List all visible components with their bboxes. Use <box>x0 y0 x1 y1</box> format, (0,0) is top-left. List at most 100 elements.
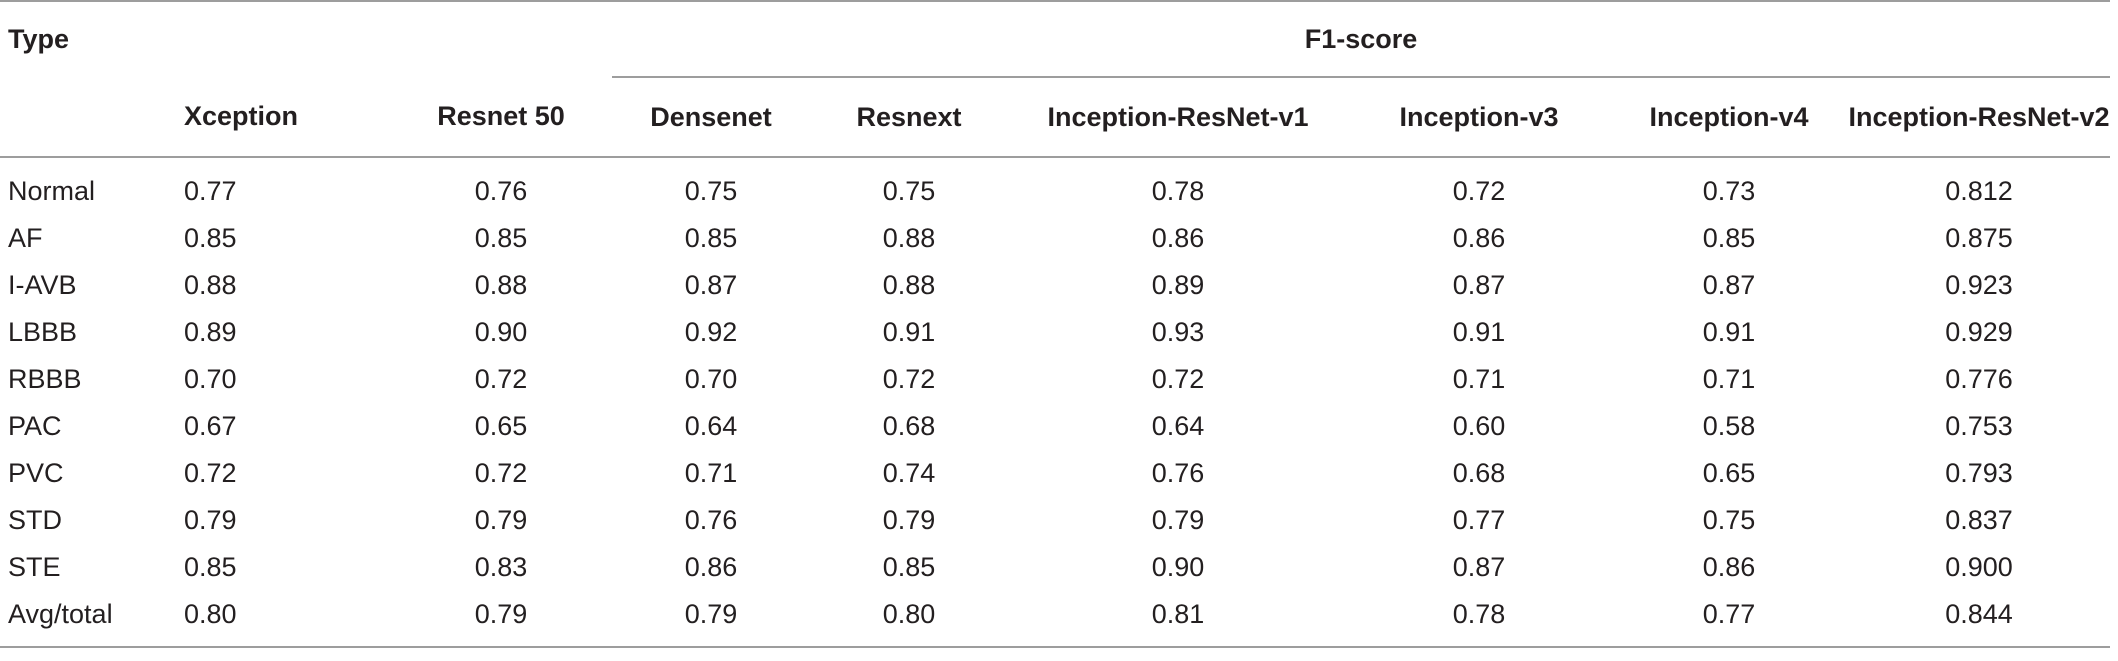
table-row: STD 0.79 0.79 0.76 0.79 0.79 0.77 0.75 0… <box>0 497 2110 544</box>
table-cell: 0.70 <box>684 364 738 394</box>
table-cell: 0.75 <box>882 176 936 206</box>
table-row: I-AVB 0.88 0.88 0.87 0.88 0.89 0.87 0.87… <box>0 262 2110 309</box>
table-cell: 0.65 <box>474 411 528 441</box>
table-cell: 0.74 <box>882 458 936 488</box>
table-cell: 0.87 <box>1702 270 1756 300</box>
table-cell: 0.875 <box>1945 223 2013 253</box>
table-cell: 0.86 <box>1151 223 1205 253</box>
column-header-resnet50: Resnet 50 <box>437 101 565 131</box>
table-cell: 0.87 <box>1452 270 1506 300</box>
table-cell: 0.929 <box>1945 317 2013 347</box>
table-cell: 0.87 <box>684 270 738 300</box>
table-row: PVC 0.72 0.72 0.71 0.74 0.76 0.68 0.65 0… <box>0 450 2110 497</box>
column-header-resnext: Resnext <box>856 101 962 132</box>
table-cell: 0.88 <box>474 270 528 300</box>
type-column-header: Type <box>0 0 180 77</box>
table-cell: 0.67 <box>184 411 237 441</box>
table-cell: 0.72 <box>1151 364 1205 394</box>
column-header-densenet: Densenet <box>650 101 772 132</box>
table-cell: 0.83 <box>474 552 528 582</box>
table-cell: 0.79 <box>474 505 528 535</box>
table-row: RBBB 0.70 0.72 0.70 0.72 0.72 0.71 0.71 … <box>0 356 2110 403</box>
table-cell: 0.71 <box>684 458 738 488</box>
table-cell: 0.87 <box>1452 552 1506 582</box>
table-cell: 0.89 <box>1151 270 1205 300</box>
table-cell: 0.88 <box>882 270 936 300</box>
table-cell: 0.64 <box>1151 411 1205 441</box>
table-cell: 0.86 <box>1702 552 1756 582</box>
table-cell: 0.79 <box>390 591 612 648</box>
table-cell: 0.86 <box>684 552 738 582</box>
table-cell: 0.88 <box>184 270 237 300</box>
table-cell: 0.71 <box>1452 364 1506 394</box>
f1-score-table: Type F1-score Xception Resnet 50 Densene… <box>0 0 2111 648</box>
table-cell: 0.85 <box>474 223 528 253</box>
table-cell: 0.93 <box>1151 317 1205 347</box>
column-header-inception-v4: Inception-v4 <box>1649 101 1809 132</box>
header-row-models: Xception Resnet 50 Densenet Resnext Ince… <box>0 77 2111 157</box>
table-row-total: Avg/total 0.80 0.79 0.79 0.80 0.81 0.78 … <box>0 591 2111 648</box>
header-spacer <box>390 0 612 77</box>
table-cell: 0.76 <box>1151 458 1205 488</box>
table-cell: 0.76 <box>474 176 528 206</box>
table-cell: 0.81 <box>1008 591 1348 648</box>
table-cell: 0.844 <box>1848 591 2111 648</box>
table-cell: 0.60 <box>1452 411 1506 441</box>
table-cell: 0.72 <box>474 364 528 394</box>
table-cell: 0.79 <box>1151 505 1205 535</box>
table-row: STE 0.85 0.83 0.86 0.85 0.90 0.87 0.86 0… <box>0 544 2110 591</box>
table-cell: 0.78 <box>1348 591 1610 648</box>
table-cell: 0.79 <box>184 505 237 535</box>
table-cell: 0.77 <box>1610 591 1848 648</box>
table-cell: 0.837 <box>1945 505 2013 535</box>
table-cell: 0.753 <box>1945 411 2013 441</box>
table-cell: 0.85 <box>1702 223 1756 253</box>
table-cell: 0.72 <box>1452 176 1506 206</box>
table-cell: 0.85 <box>882 552 936 582</box>
table-row: LBBB 0.89 0.90 0.92 0.91 0.93 0.91 0.91 … <box>0 309 2110 356</box>
table-cell: 0.90 <box>474 317 528 347</box>
table-cell: 0.72 <box>882 364 936 394</box>
table-cell: 0.923 <box>1945 270 2013 300</box>
table-cell: 0.64 <box>684 411 738 441</box>
table-row: Normal 0.77 0.76 0.75 0.75 0.78 0.72 0.7… <box>0 157 2110 215</box>
header-spacer <box>0 77 180 157</box>
table-cell: 0.68 <box>882 411 936 441</box>
table-cell: 0.86 <box>1452 223 1506 253</box>
table-cell: 0.77 <box>1452 505 1506 535</box>
table-cell: 0.91 <box>1452 317 1506 347</box>
table-cell: 0.88 <box>882 223 936 253</box>
table-cell: 0.91 <box>882 317 936 347</box>
table-cell: 0.72 <box>184 458 237 488</box>
table-cell: 0.85 <box>184 552 237 582</box>
table-cell: 0.79 <box>882 505 936 535</box>
table-cell: 0.793 <box>1945 458 2013 488</box>
row-type-label: RBBB <box>8 364 82 394</box>
table-cell: 0.58 <box>1702 411 1756 441</box>
table-cell: 0.89 <box>184 317 237 347</box>
f1-score-group-header: F1-score <box>612 0 2111 78</box>
table-cell: 0.900 <box>1945 552 2013 582</box>
table-row: PAC 0.67 0.65 0.64 0.68 0.64 0.60 0.58 0… <box>0 403 2110 450</box>
row-type-label: STD <box>8 505 62 535</box>
table-cell: 0.77 <box>184 176 237 206</box>
table-cell: 0.72 <box>474 458 528 488</box>
row-type-label: I-AVB <box>8 270 77 300</box>
row-type-label: PAC <box>8 411 62 441</box>
row-type-label: PVC <box>8 458 64 488</box>
table-cell: 0.776 <box>1945 364 2013 394</box>
table-cell: 0.70 <box>184 364 237 394</box>
table-cell: 0.71 <box>1702 364 1756 394</box>
column-header-inception-resnet-v1: Inception-ResNet-v1 <box>1047 101 1309 132</box>
table-cell: 0.79 <box>612 591 810 648</box>
table-cell: 0.80 <box>180 591 390 648</box>
table-cell: 0.65 <box>1702 458 1756 488</box>
row-type-label: Avg/total <box>0 591 180 648</box>
column-header-inception-resnet-v2: Inception-ResNet-v2 <box>1848 101 2110 132</box>
table-cell: 0.78 <box>1151 176 1205 206</box>
table-cell: 0.76 <box>684 505 738 535</box>
header-row-group: Type F1-score <box>0 0 2111 78</box>
row-type-label: Normal <box>8 176 96 206</box>
row-type-label: AF <box>8 223 43 253</box>
